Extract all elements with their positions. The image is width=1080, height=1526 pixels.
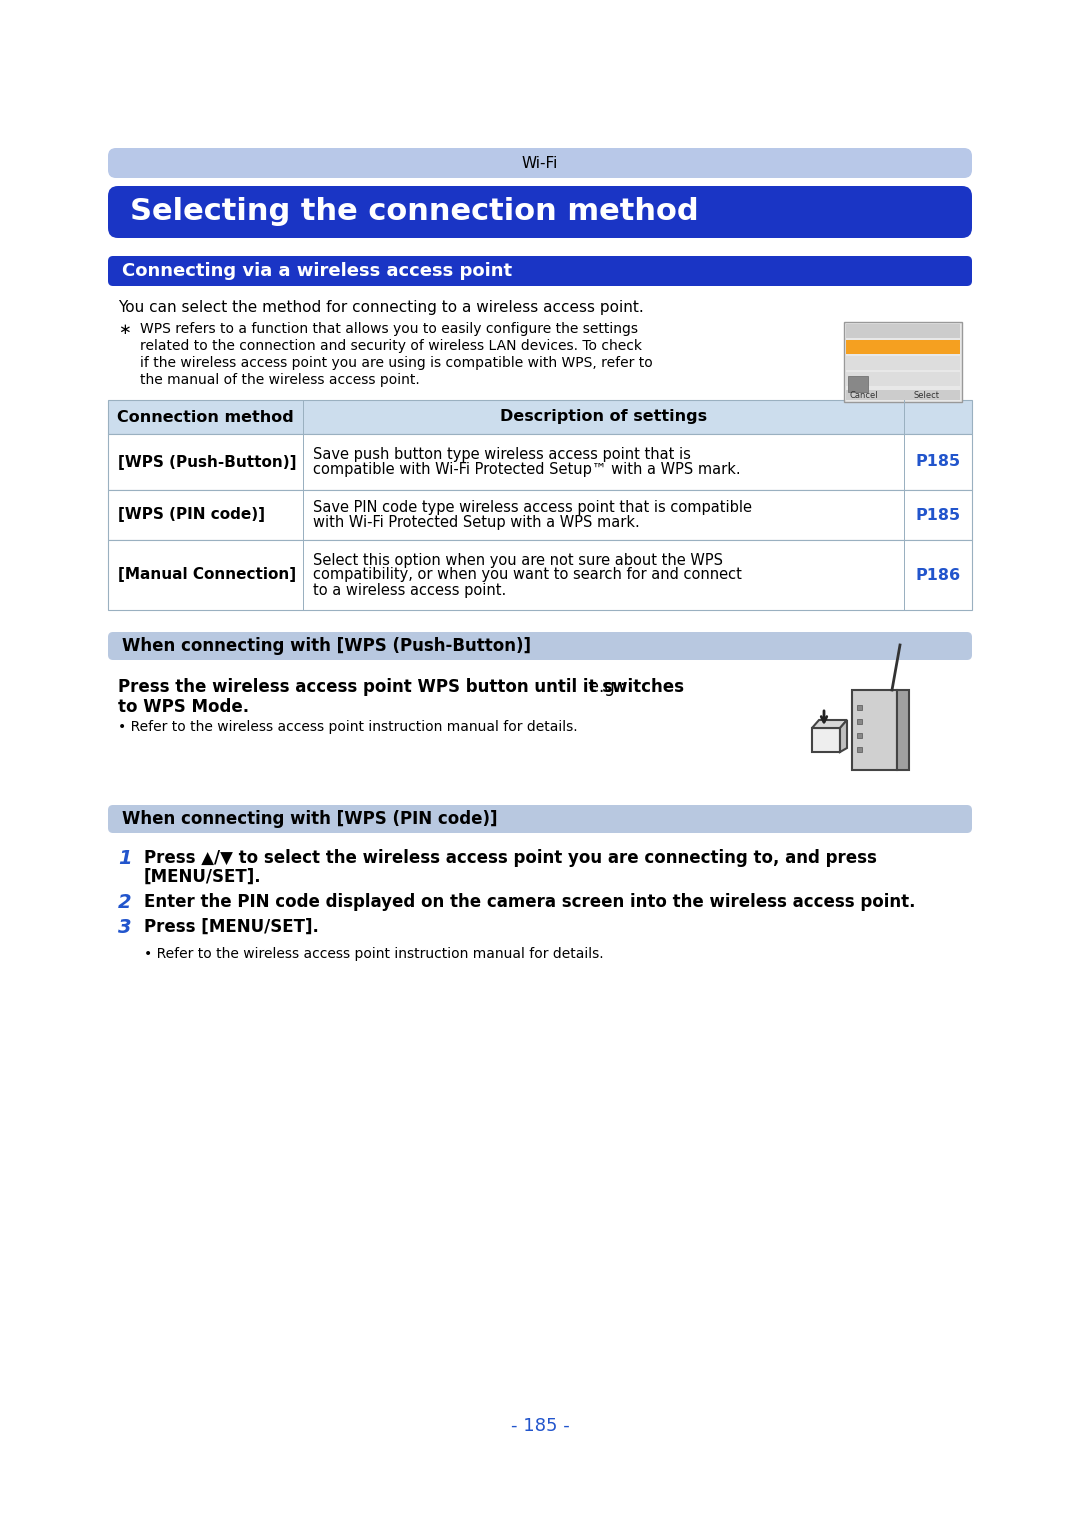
Text: When connecting with [WPS (Push-Button)]: When connecting with [WPS (Push-Button)] [122,636,531,655]
Text: Press ▲/▼ to select the wireless access point you are connecting to, and press: Press ▲/▼ to select the wireless access … [144,848,877,867]
Text: You can select the method for connecting to a wireless access point.: You can select the method for connecting… [118,301,644,314]
Text: 1: 1 [118,848,132,868]
Bar [108,400,972,433]
Bar [812,728,840,752]
Text: [MENU/SET].: [MENU/SET]. [144,868,261,887]
Bar [897,690,909,771]
Bar [852,690,897,771]
Polygon shape [840,720,847,752]
Bar [858,748,862,752]
Text: P186: P186 [916,568,960,583]
Bar [858,705,862,710]
Text: to a wireless access point.: to a wireless access point. [313,583,507,598]
Bar [843,322,962,401]
FancyBboxPatch shape [108,632,972,661]
Bar [108,433,972,490]
Text: [WPS (Push-Button)]: [WPS (Push-Button)] [118,455,297,470]
Text: Wi-Fi: Wi-Fi [522,156,558,171]
Text: Connection method: Connection method [117,409,294,424]
Bar [846,340,960,354]
FancyBboxPatch shape [108,256,972,285]
Bar [846,324,960,337]
Text: 3: 3 [118,919,132,937]
Text: Save push button type wireless access point that is: Save push button type wireless access po… [313,447,691,462]
Text: ∗: ∗ [118,322,131,337]
Text: Cancel: Cancel [850,391,879,400]
Text: Connecting via a wireless access point: Connecting via a wireless access point [122,262,512,279]
Text: the manual of the wireless access point.: the manual of the wireless access point. [140,372,420,388]
Text: [WPS (PIN code)]: [WPS (PIN code)] [118,508,265,522]
Text: if the wireless access point you are using is compatible with WPS, refer to: if the wireless access point you are usi… [140,356,652,369]
Text: Press the wireless access point WPS button until it switches: Press the wireless access point WPS butt… [118,678,684,696]
Text: • Refer to the wireless access point instruction manual for details.: • Refer to the wireless access point ins… [144,948,604,961]
Bar [108,490,972,540]
Text: to WPS Mode.: to WPS Mode. [118,697,249,716]
Bar [858,719,862,723]
Text: - 185 -: - 185 - [511,1418,569,1434]
Bar [848,375,868,392]
Text: compatibility, or when you want to search for and connect: compatibility, or when you want to searc… [313,568,742,583]
Text: related to the connection and security of wireless LAN devices. To check: related to the connection and security o… [140,339,642,353]
FancyBboxPatch shape [108,806,972,833]
Text: Description of settings: Description of settings [500,409,707,424]
Bar [858,732,862,739]
Text: compatible with Wi-Fi Protected Setup™ with a WPS mark.: compatible with Wi-Fi Protected Setup™ w… [313,462,741,478]
Text: [Manual Connection]: [Manual Connection] [118,568,296,583]
Text: Select: Select [914,391,940,400]
Bar [846,372,960,386]
Text: P185: P185 [916,508,960,522]
Text: with Wi-Fi Protected Setup with a WPS mark.: with Wi-Fi Protected Setup with a WPS ma… [313,514,639,530]
Bar [846,356,960,369]
FancyBboxPatch shape [108,148,972,179]
Bar [846,391,960,400]
FancyBboxPatch shape [108,186,972,238]
Text: P185: P185 [916,455,960,470]
Text: e.g.:: e.g.: [573,678,625,696]
Bar [108,540,972,610]
Polygon shape [812,720,847,728]
Text: When connecting with [WPS (PIN code)]: When connecting with [WPS (PIN code)] [122,810,498,829]
Text: Selecting the connection method: Selecting the connection method [130,197,699,226]
Text: 2: 2 [118,893,132,913]
Text: Select this option when you are not sure about the WPS: Select this option when you are not sure… [313,552,723,568]
Text: • Refer to the wireless access point instruction manual for details.: • Refer to the wireless access point ins… [118,720,578,734]
Text: Save PIN code type wireless access point that is compatible: Save PIN code type wireless access point… [313,501,752,514]
Text: WPS refers to a function that allows you to easily configure the settings: WPS refers to a function that allows you… [140,322,638,336]
Text: Enter the PIN code displayed on the camera screen into the wireless access point: Enter the PIN code displayed on the came… [144,893,916,911]
Text: Press [MENU/SET].: Press [MENU/SET]. [144,919,319,935]
